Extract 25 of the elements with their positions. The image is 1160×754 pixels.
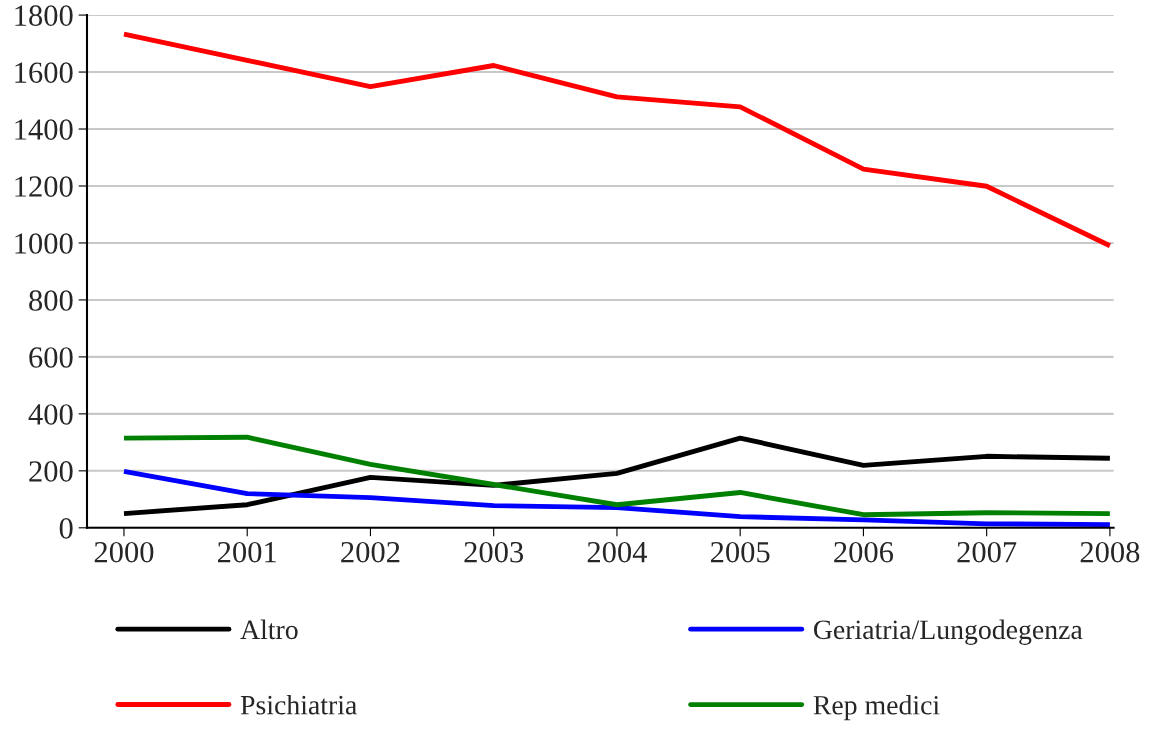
y-tick-label: 1800 xyxy=(15,5,73,26)
x-tick-label: 2008 xyxy=(1080,541,1140,563)
x-tick-label: 2000 xyxy=(94,541,154,563)
x-tick-label: 2005 xyxy=(710,541,770,563)
x-tick-label: 2004 xyxy=(587,541,648,563)
y-tick-label: 400 xyxy=(28,404,73,425)
y-tick-label: 1200 xyxy=(15,176,73,197)
y-tick-label: 1600 xyxy=(15,62,73,83)
line-series xyxy=(121,468,1113,528)
x-tick-label: 2003 xyxy=(464,541,524,563)
y-tick-label: 200 xyxy=(29,461,73,482)
y-tick-label: 800 xyxy=(29,290,73,311)
line-series xyxy=(121,31,1113,249)
y-tick-label: 1000 xyxy=(15,233,73,254)
y-tick-label: 0 xyxy=(59,518,73,539)
legend-label: Rep medici xyxy=(813,695,940,721)
y-tick-label: 1400 xyxy=(15,119,73,140)
x-tick-label: 2001 xyxy=(218,541,276,563)
legend-label: Geriatria/Lungodegenza xyxy=(813,619,1083,645)
legend-label: Altro xyxy=(240,619,298,640)
x-tick-label: 2002 xyxy=(341,541,400,563)
y-tick-label: 600 xyxy=(29,347,73,368)
legend-label: Psichiatria xyxy=(240,694,357,715)
x-tick-label: 2006 xyxy=(834,541,894,563)
x-tick-label: 2007 xyxy=(957,541,1017,563)
